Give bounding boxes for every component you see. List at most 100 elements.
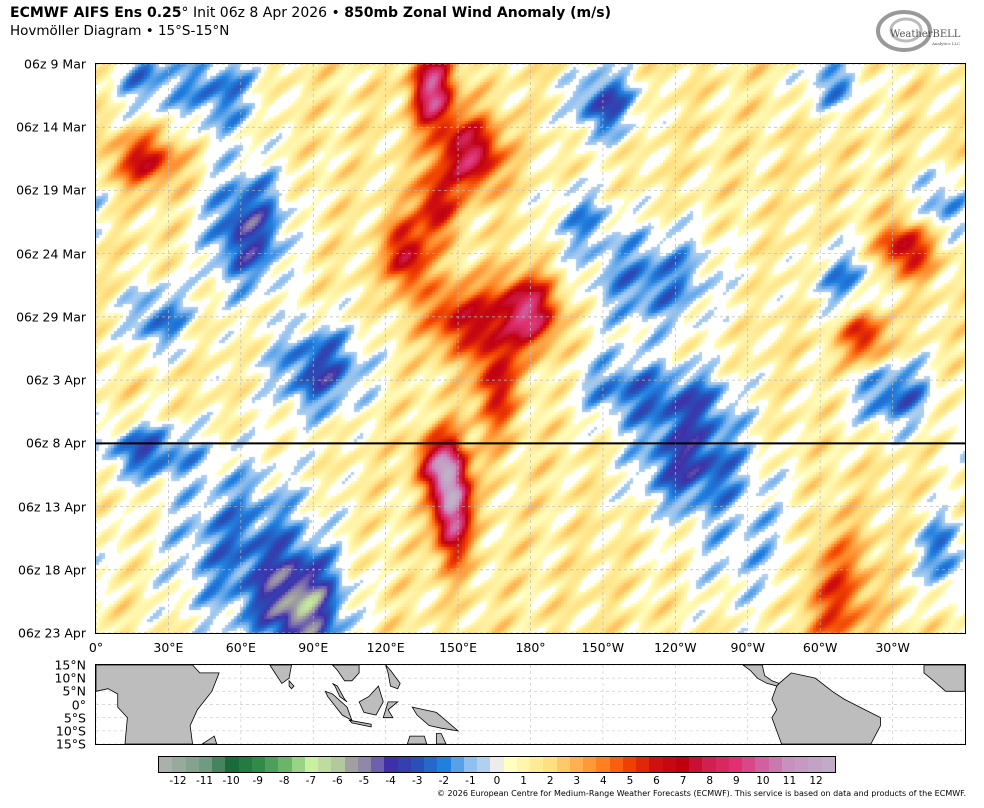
y-tick-label: 06z 18 Apr (18, 562, 86, 578)
colorbar-bin (689, 757, 703, 772)
colorbar-bin (609, 757, 623, 772)
y-tick-label: 06z 13 Apr (18, 499, 86, 515)
colorbar-bin (808, 757, 822, 772)
x-tick-label: 90°W (730, 640, 766, 655)
x-tick-label: 60°E (225, 640, 256, 655)
colorbar-bin (437, 757, 451, 772)
colorbar-bin (212, 757, 226, 772)
y-tick-label: 06z 3 Apr (26, 372, 86, 388)
colorbar-bin (675, 757, 689, 772)
colorbar-bin (543, 757, 557, 772)
colorbar-tick-label: 7 (679, 775, 687, 787)
land-madagascar (200, 735, 218, 745)
colorbar-tick-label: -6 (332, 775, 343, 787)
colorbar-bin (622, 757, 636, 772)
init-time: Init 06z 8 Apr 2026 • (188, 5, 345, 21)
land-south-america (771, 672, 881, 745)
land-sri-lanka (288, 679, 295, 690)
y-tick-label: 06z 19 Mar (16, 182, 86, 198)
colorbar-tick-label: -9 (252, 775, 263, 787)
colorbar-tick-label: 8 (706, 775, 714, 787)
colorbar-bin (291, 757, 305, 772)
land-west-africa (923, 664, 966, 692)
colorbar-bin (463, 757, 477, 772)
colorbar-bin (198, 757, 212, 772)
land-africa (95, 664, 220, 745)
land-malay-peninsula (332, 683, 348, 703)
logo-swirl-icon (876, 10, 932, 52)
x-tick-label: 0° (88, 640, 104, 655)
logo-swirl-inner-icon (889, 17, 923, 43)
land-india (269, 664, 293, 685)
y-tick-label: 06z 14 Mar (16, 119, 86, 135)
land-sulawesi (382, 701, 399, 719)
colorbar-tick-label: -4 (385, 775, 396, 787)
lat-tick-label: 0° (71, 697, 86, 712)
field-name: 850mb Zonal Wind Anomaly (m/s) (344, 5, 611, 21)
plot-overlay (96, 64, 965, 633)
colorbar-bin (344, 757, 358, 772)
colorbar-tick-label: -1 (465, 775, 476, 787)
chart-subtitle: Hovmöller Diagram • 15°S-15°N (10, 23, 230, 39)
colorbar-bin (715, 757, 729, 772)
colorbar-bin (596, 757, 610, 772)
land-sumatra (324, 690, 353, 722)
colorbar-bin (397, 757, 411, 772)
colorbar-bin (755, 757, 769, 772)
weatherbell-logo: WeatherBELL Analytics LLC (876, 10, 961, 52)
colorbar-bin (371, 757, 385, 772)
colorbar-bin (662, 757, 676, 772)
land-philippines (385, 664, 401, 690)
x-tick-label: 120°W (654, 640, 697, 655)
colorbar-bin (530, 757, 544, 772)
colorbar-bin (304, 757, 318, 772)
colorbar-bin (357, 757, 371, 772)
colorbar-bin (318, 757, 332, 772)
colorbar-bin (636, 757, 650, 772)
logo-text: WeatherBELL (890, 29, 961, 40)
colorbar-bin (424, 757, 438, 772)
colorbar-bin (172, 757, 186, 772)
x-tick-label: 30°E (153, 640, 184, 655)
lat-tick-label: 5°N (62, 683, 86, 699)
model-name: ECMWF AIFS Ens 0.25 (10, 5, 182, 21)
colorbar-bin (490, 757, 504, 772)
colorbar-tick-label: 2 (546, 775, 554, 787)
lat-tick-label: 15°S (55, 736, 86, 752)
chart-title: ECMWF AIFS Ens 0.25° Init 06z 8 Apr 2026… (10, 5, 611, 21)
colorbar-bin (768, 757, 782, 772)
colorbar-bin (251, 757, 265, 772)
colorbar-bin (649, 757, 663, 772)
colorbar-tick-label: 9 (732, 775, 740, 787)
colorbar-tick-label: -10 (222, 775, 240, 787)
colorbar-tick-label: -2 (438, 775, 450, 787)
y-tick-label: 06z 9 Mar (24, 56, 86, 72)
lat-tick-label: 15°N (54, 657, 86, 673)
y-tick-label: 06z 29 Mar (16, 309, 86, 325)
degree-symbol: ° (181, 5, 189, 21)
colorbar-bin (384, 757, 398, 772)
land-borneo (358, 685, 384, 716)
lat-tick-label: 10°S (55, 723, 86, 739)
colorbar-tick-label: -7 (305, 775, 317, 787)
colorbar-bin (450, 757, 464, 772)
colorbar-bin (781, 757, 795, 772)
colorbar-tick-label: 10 (756, 775, 770, 787)
land-java (348, 719, 372, 728)
x-tick-label: 180° (515, 640, 546, 655)
lat-tick-label: 10°N (54, 670, 86, 686)
x-tick-label: 150°E (439, 640, 478, 655)
lat-tick-label: 5°S (63, 710, 86, 726)
colorbar-bin (185, 757, 199, 772)
colorbar-tick-label: 12 (809, 775, 823, 787)
colorbar-bin (410, 757, 424, 772)
land-new-guinea (411, 706, 460, 732)
colorbar (158, 756, 836, 773)
colorbar-bin (477, 757, 491, 772)
hovmoller-plot (95, 63, 966, 634)
y-tick-label: 06z 8 Apr (26, 435, 86, 451)
colorbar-tick-label: 0 (493, 775, 501, 787)
colorbar-bin (742, 757, 756, 772)
y-tick-label: 06z 23 Apr (18, 625, 86, 641)
colorbar-tick-label: -8 (279, 775, 290, 787)
